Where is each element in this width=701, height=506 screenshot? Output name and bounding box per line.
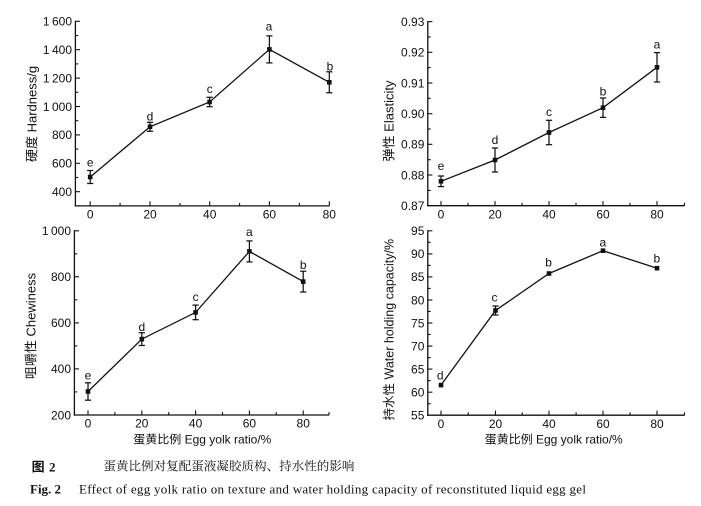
svg-text:c: c — [546, 105, 552, 119]
svg-text:b: b — [300, 258, 307, 272]
svg-text:60: 60 — [263, 208, 277, 222]
svg-text:80: 80 — [323, 208, 337, 222]
svg-text:Chewiness: Chewiness — [23, 272, 38, 336]
svg-text:0.92: 0.92 — [401, 46, 425, 60]
svg-text:a: a — [266, 20, 273, 34]
svg-text:Egg yolk ratio/%: Egg yolk ratio/% — [185, 433, 272, 447]
svg-text:400: 400 — [51, 362, 71, 376]
svg-text:e: e — [438, 159, 445, 173]
svg-text:d: d — [138, 320, 145, 334]
svg-text:40: 40 — [542, 417, 556, 431]
svg-text:0.88: 0.88 — [401, 168, 425, 182]
svg-text:60: 60 — [411, 386, 425, 400]
svg-text:80: 80 — [650, 207, 664, 221]
svg-text:c: c — [492, 290, 498, 304]
svg-text:d: d — [147, 109, 154, 123]
svg-text:80: 80 — [411, 293, 425, 307]
svg-text:400: 400 — [52, 185, 72, 199]
svg-text:Hardness/g: Hardness/g — [24, 66, 39, 132]
svg-text:60: 60 — [596, 207, 610, 221]
svg-text:60: 60 — [243, 417, 257, 431]
svg-text:Fig. 2: Fig. 2 — [30, 482, 61, 497]
svg-text:Effect of egg yolk ratio on te: Effect of egg yolk ratio on texture and … — [79, 482, 586, 497]
svg-text:Water holding capacity/%: Water holding capacity/% — [382, 239, 396, 380]
svg-text:20: 20 — [143, 208, 157, 222]
svg-text:a: a — [246, 225, 253, 239]
svg-text:55: 55 — [411, 409, 425, 423]
svg-text:2: 2 — [49, 459, 56, 474]
svg-text:95: 95 — [411, 224, 425, 238]
svg-text:c: c — [207, 82, 213, 96]
svg-text:b: b — [600, 84, 607, 98]
svg-text:0: 0 — [87, 208, 94, 222]
svg-text:40: 40 — [189, 417, 203, 431]
svg-text:90: 90 — [411, 247, 425, 261]
svg-text:0: 0 — [438, 417, 445, 431]
svg-text:600: 600 — [51, 316, 71, 330]
svg-text:Elasticity: Elasticity — [381, 80, 396, 132]
svg-text:65: 65 — [411, 362, 425, 376]
svg-text:0: 0 — [85, 417, 92, 431]
svg-text:70: 70 — [411, 339, 425, 353]
svg-text:0: 0 — [438, 207, 445, 221]
svg-text:d: d — [437, 369, 444, 383]
svg-text:b: b — [653, 251, 660, 265]
svg-text:e: e — [85, 369, 92, 383]
svg-text:40: 40 — [542, 207, 556, 221]
svg-text:1 200: 1 200 — [43, 71, 72, 85]
svg-text:80: 80 — [297, 417, 311, 431]
svg-text:1 600: 1 600 — [43, 15, 72, 29]
svg-text:1 000: 1 000 — [43, 100, 72, 114]
svg-text:b: b — [545, 255, 552, 269]
svg-text:20: 20 — [488, 207, 502, 221]
svg-text:c: c — [193, 290, 199, 304]
svg-text:1 000: 1 000 — [42, 224, 71, 238]
svg-text:200: 200 — [51, 408, 71, 422]
svg-text:20: 20 — [489, 417, 503, 431]
svg-text:80: 80 — [650, 417, 664, 431]
svg-text:40: 40 — [203, 208, 217, 222]
svg-text:60: 60 — [596, 417, 610, 431]
svg-text:b: b — [327, 60, 334, 74]
svg-text:0.90: 0.90 — [401, 107, 425, 121]
svg-text:85: 85 — [411, 270, 425, 284]
svg-text:1 400: 1 400 — [43, 43, 72, 57]
svg-text:800: 800 — [52, 128, 72, 142]
svg-text:600: 600 — [52, 157, 72, 171]
svg-text:75: 75 — [411, 316, 425, 330]
svg-text:Egg yolk ratio/%: Egg yolk ratio/% — [536, 433, 623, 447]
svg-text:0.87: 0.87 — [401, 199, 425, 213]
svg-text:d: d — [492, 133, 499, 147]
svg-text:a: a — [599, 236, 606, 250]
svg-text:20: 20 — [135, 417, 149, 431]
svg-text:800: 800 — [51, 270, 71, 284]
svg-text:e: e — [87, 156, 94, 170]
svg-text:0.91: 0.91 — [401, 76, 425, 90]
svg-text:0.89: 0.89 — [401, 138, 425, 152]
svg-text:0.93: 0.93 — [401, 15, 425, 29]
svg-text:a: a — [654, 38, 661, 52]
